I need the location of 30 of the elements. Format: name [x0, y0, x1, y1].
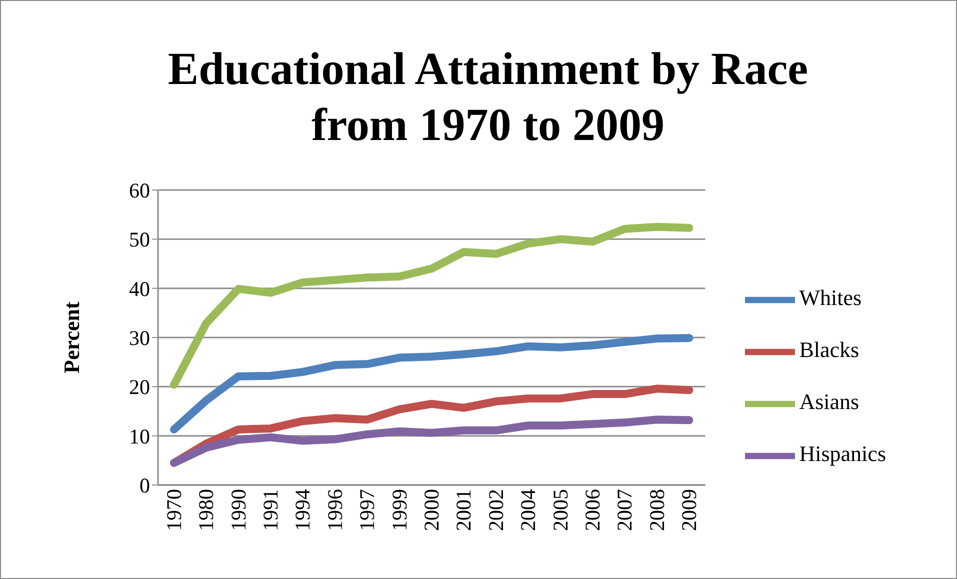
y-tick-label: 60 [129, 178, 150, 202]
x-tick-label: 2006 [580, 489, 605, 531]
legend-label: Asians [799, 389, 860, 414]
x-tick-label: 2005 [548, 489, 572, 531]
x-tick-label: 1970 [162, 489, 186, 531]
x-tick-label: 1996 [322, 489, 347, 531]
y-tick-label: 0 [140, 473, 150, 498]
legend-label: Hispanics [799, 440, 886, 466]
y-tick-label: 20 [129, 375, 150, 400]
x-tick-label: 2008 [644, 489, 669, 531]
chart-title: Educational Attainment by Race from 1970 to 2009 [166, 42, 810, 152]
x-tick-label: 1991 [258, 489, 283, 531]
x-tick-label: 1994 [290, 488, 315, 531]
x-tick-label: 1980 [194, 489, 218, 531]
x-tick-label: 2007 [612, 489, 637, 531]
y-axis-title: Percent [58, 301, 84, 374]
x-tick-label: 2009 [677, 489, 702, 531]
x-tick-label: 2004 [516, 488, 540, 531]
y-tick-label: 50 [129, 228, 150, 252]
y-tick-label: 30 [129, 326, 150, 350]
x-tick-label: 2000 [420, 489, 444, 531]
x-tick-label: 1997 [355, 489, 380, 531]
x-tick-label: 2002 [484, 489, 508, 531]
legend-label: Whites [799, 285, 862, 310]
y-tick-label: 10 [129, 424, 150, 448]
y-tick-label: 40 [129, 276, 150, 301]
x-tick-label: 2001 [452, 489, 476, 531]
x-tick-label: 1999 [387, 489, 412, 531]
x-tick-label: 1990 [226, 489, 250, 531]
legend-label: Blacks [799, 337, 860, 362]
